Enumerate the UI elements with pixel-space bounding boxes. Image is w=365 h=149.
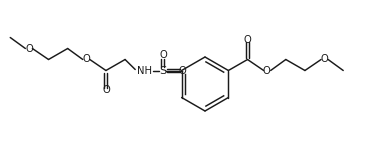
Text: O: O xyxy=(179,66,187,76)
Text: O: O xyxy=(263,66,270,76)
Text: O: O xyxy=(159,51,167,60)
Text: O: O xyxy=(26,44,33,53)
Text: O: O xyxy=(102,85,110,95)
Text: O: O xyxy=(320,55,328,65)
Text: O: O xyxy=(244,35,251,45)
Text: O: O xyxy=(83,55,91,65)
Text: NH: NH xyxy=(137,66,152,76)
Text: S: S xyxy=(159,66,166,76)
